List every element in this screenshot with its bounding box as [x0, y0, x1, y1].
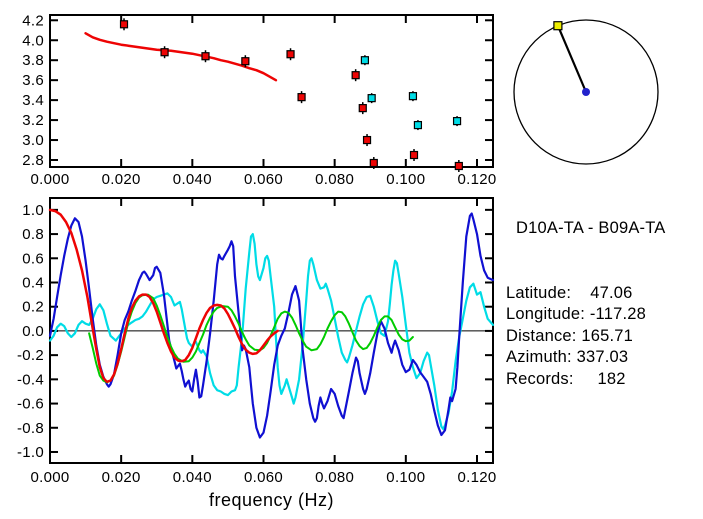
y-tick-label: -0.4: [17, 371, 44, 388]
x-tick-label: 0.040: [173, 469, 212, 486]
info-label: Azimuth:: [506, 348, 572, 366]
red-picks-marker: [286, 50, 295, 59]
x-tick-label: 0.080: [315, 469, 354, 486]
red-picks-marker: [201, 52, 210, 61]
azimuth-dial: [513, 19, 659, 165]
x-tick-label: 0.060: [244, 171, 283, 188]
info-value: 182: [573, 369, 626, 388]
x-tick-label: 0.020: [102, 469, 141, 486]
x-tick-label: 0.120: [457, 469, 496, 486]
red-picks-marker: [358, 104, 367, 113]
station-info-row: Azimuth: 337.03: [506, 347, 702, 369]
reference-dispersion-curve: [84, 32, 278, 82]
y-tick-label: 1.0: [22, 202, 44, 219]
y-tick-label: -0.6: [17, 396, 44, 413]
cyan-picks-marker: [413, 120, 423, 130]
station-direction-marker: [553, 21, 563, 31]
x-axis-title: frequency (Hz): [209, 490, 334, 510]
y-tick-label: 3.4: [22, 92, 44, 109]
red-trace: [48, 208, 279, 384]
azimuth-circle: [513, 19, 659, 165]
station-info-row: Longitude: -117.28: [506, 304, 702, 326]
y-tick-label: -0.2: [17, 347, 44, 364]
station-pair-title: D10A-TA - B09A-TA: [516, 219, 666, 237]
x-tick-label: 0.120: [457, 171, 496, 188]
x-tick-label: 0.040: [173, 171, 212, 188]
y-tick-label: 3.2: [22, 112, 44, 129]
y-tick-label: 0.6: [22, 250, 44, 267]
info-label: Longitude:: [506, 305, 586, 323]
x-tick-label: 0.100: [386, 171, 425, 188]
blue-trace: [48, 212, 495, 439]
cyan-picks-marker: [408, 92, 418, 101]
x-tick-label: 0.100: [386, 469, 425, 486]
station-info-row: Distance: 165.71: [506, 326, 702, 348]
info-label: Distance:: [506, 326, 577, 345]
info-value: 165.71: [576, 326, 634, 345]
red-picks-marker: [454, 161, 463, 171]
y-tick-label: 0.8: [22, 226, 44, 243]
red-picks-marker: [351, 71, 360, 80]
info-label: Records:: [506, 369, 574, 388]
azimuth-line: [556, 25, 588, 93]
green-trace: [88, 293, 414, 384]
y-tick-label: 4.2: [22, 12, 44, 29]
y-tick-label: -1.0: [17, 444, 44, 461]
red-picks-marker: [297, 93, 306, 102]
cyan-picks-marker: [452, 116, 462, 126]
cyan-picks-marker: [367, 94, 376, 103]
red-picks-marker: [362, 135, 372, 145]
red-picks-marker: [241, 57, 250, 66]
y-tick-label: 0.0: [22, 323, 44, 340]
x-tick-label: 0.020: [102, 171, 141, 188]
correlation-plot: 0.000 0.020 0.040 0.060 0.080 0.100 0.120 1.0 0.…: [17, 197, 496, 510]
y-tick-label: -0.8: [17, 420, 44, 437]
y-tick-label: 4.0: [22, 32, 44, 49]
y-tick-label: 3.6: [22, 72, 44, 89]
x-tick-label: 0.060: [244, 469, 283, 486]
y-tick-label: 0.2: [22, 299, 44, 316]
x-tick-label: 0.000: [30, 171, 69, 188]
dispersion-plot: 0.000 0.020 0.040 0.060 0.080 0.100 0.120 4.2 4.…: [22, 12, 496, 188]
station-info-row: Latitude: 47.06: [506, 283, 702, 305]
y-tick-label: 3.0: [22, 132, 44, 149]
info-value: 47.06: [571, 283, 633, 302]
y-tick-label: 2.8: [22, 152, 44, 169]
x-tick-label: 0.080: [315, 171, 354, 188]
red-picks-marker: [119, 20, 129, 29]
red-picks-marker: [409, 150, 419, 160]
red-picks-marker: [160, 48, 169, 57]
station-info-row: Records: 182: [506, 369, 702, 391]
y-tick-label: 3.8: [22, 52, 44, 69]
station-info: D10A-TA - B09A-TA Latitude: 47.06 Longitu…: [506, 175, 702, 433]
station-info-rows: Latitude: 47.06 Longitude: -117.28 Distanc…: [506, 283, 702, 391]
red-picks-marker: [369, 158, 378, 168]
info-value: 337.03: [571, 348, 629, 366]
info-value: -117.28: [585, 305, 646, 323]
center-station-dot: [582, 88, 590, 96]
info-label: Latitude:: [506, 283, 572, 302]
cyan-picks-marker: [360, 56, 370, 65]
x-tick-label: 0.000: [30, 469, 69, 486]
y-tick-label: 0.4: [22, 274, 44, 291]
dispersion-frame: [49, 14, 494, 168]
